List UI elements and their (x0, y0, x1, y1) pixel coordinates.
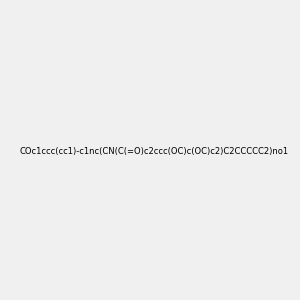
Text: COc1ccc(cc1)-c1nc(CN(C(=O)c2ccc(OC)c(OC)c2)C2CCCCC2)no1: COc1ccc(cc1)-c1nc(CN(C(=O)c2ccc(OC)c(OC)… (19, 147, 288, 156)
